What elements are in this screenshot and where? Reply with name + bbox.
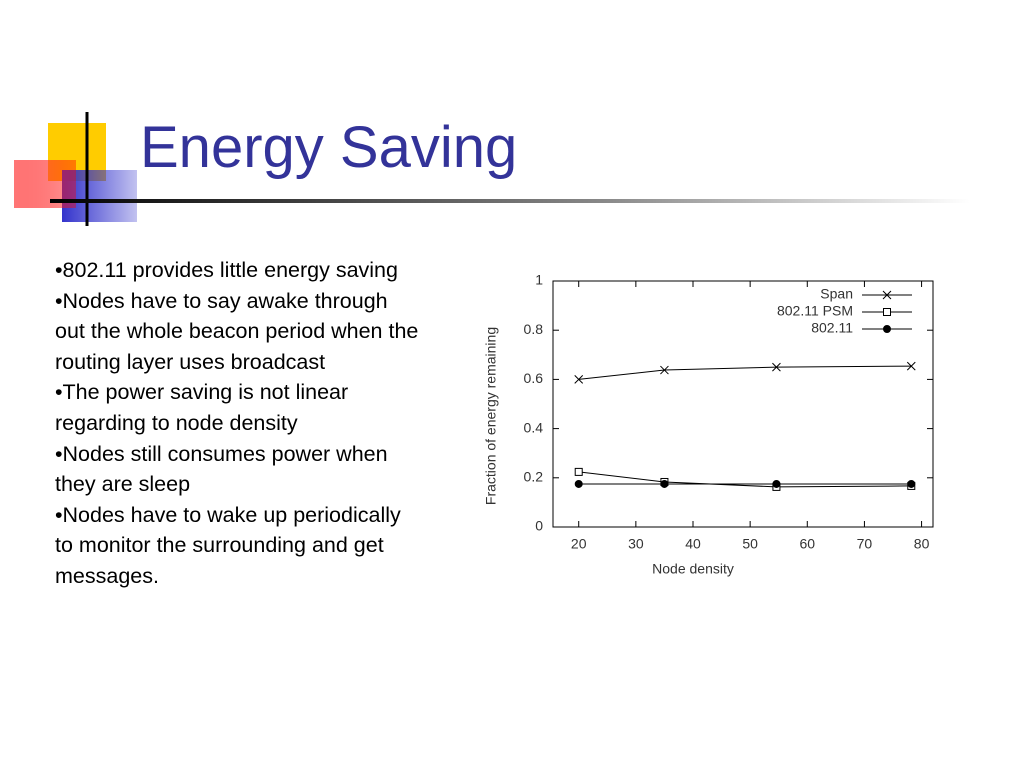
y-tick-label: 0: [535, 518, 543, 534]
marker-square: [574, 467, 583, 476]
x-tick-label: 30: [628, 536, 644, 552]
series-line: [578, 471, 912, 488]
x-tick-label: 50: [742, 536, 758, 552]
x-tick-label: 70: [857, 536, 873, 552]
slide-title: Energy Saving: [140, 115, 518, 180]
marker-circle: [574, 479, 583, 488]
y-tick-label: 0.8: [524, 321, 544, 337]
marker-x: [660, 365, 669, 375]
x-tick-label: 20: [571, 536, 587, 552]
marker-circle: [772, 479, 781, 488]
marker-square: [660, 477, 669, 486]
x-tick-label: 60: [799, 536, 815, 552]
marker-circle: [660, 479, 669, 488]
y-axis-label: Fraction of energy remaining: [483, 327, 499, 505]
x-axis-label: Node density: [652, 561, 734, 577]
y-tick-label: 0.2: [524, 469, 544, 485]
marker-square: [907, 481, 916, 490]
marker-x: [772, 362, 781, 372]
bullet: •802.11 provides little energy saving: [55, 258, 398, 282]
legend-label: 802.11 PSM: [777, 303, 853, 319]
bullet-list: •802.11 provides little energy saving •No…: [55, 255, 423, 592]
series-line: [578, 365, 912, 380]
marker-square: [883, 308, 891, 316]
plot-frame: [552, 280, 934, 528]
x-tick-label: 40: [685, 536, 701, 552]
bullet: •Nodes have to say awake through out the…: [55, 288, 419, 374]
y-tick-label: 0.6: [524, 370, 544, 386]
marker-circle: [907, 479, 916, 488]
marker-circle: [883, 325, 891, 333]
marker-x: [574, 375, 584, 384]
marker-square: [772, 482, 781, 491]
y-tick-label: 1: [535, 272, 543, 288]
marker-x: [906, 361, 916, 371]
bullet: •Nodes still consumes power when they ar…: [55, 441, 388, 497]
x-tick-label: 80: [914, 536, 930, 552]
legend-label: Span: [820, 286, 853, 302]
y-tick-label: 0.4: [524, 419, 544, 435]
bullet: •Nodes have to wake up periodically to m…: [55, 502, 401, 588]
marker-x: [882, 290, 892, 300]
bullet: •The power saving is not linear regardin…: [55, 380, 349, 435]
title-rule: [50, 199, 970, 203]
decoration: [14, 112, 970, 226]
legend-label: 802.11: [811, 320, 853, 336]
